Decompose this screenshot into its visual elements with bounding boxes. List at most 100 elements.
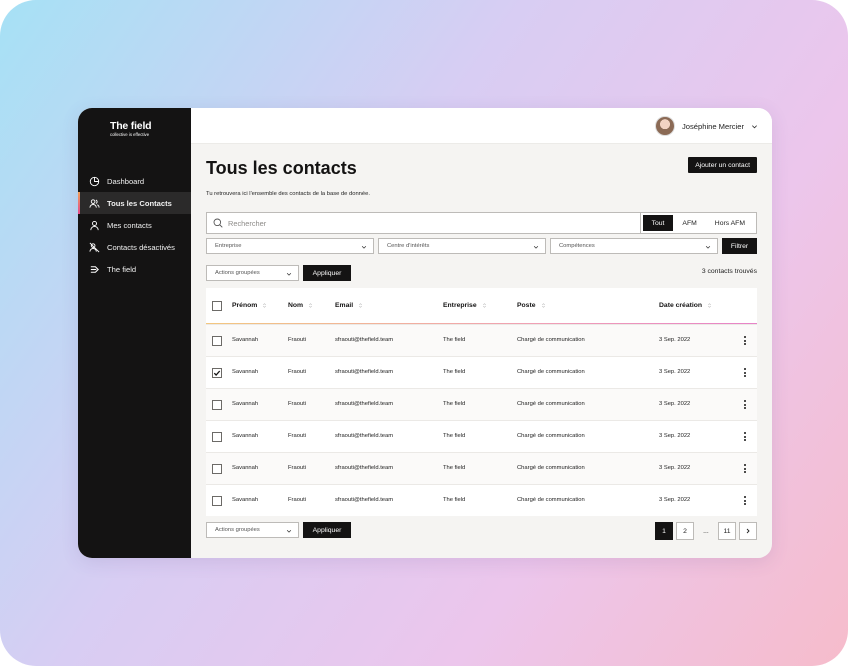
filter-button[interactable]: Filtrer [722,238,757,254]
cell-entreprise: The field [443,433,466,439]
row-checkbox[interactable] [212,464,222,474]
cell-entreprise: The field [443,337,466,343]
row-checkbox[interactable] [212,336,222,346]
add-contact-button[interactable]: Ajouter un contact [688,157,757,173]
apply-button-bottom[interactable]: Appliquer [303,522,351,538]
cell-poste: Chargé de communication [517,369,585,375]
cell-prenom: Savannah [232,369,259,375]
page-button-1[interactable]: 1 [655,522,673,540]
check-icon [213,370,221,376]
sort-icon [482,303,486,308]
bulk-actions-row: Actions groupées Appliquer 3 contacts tr… [206,265,757,281]
cell-poste: Chargé de communication [517,433,585,439]
entreprise-select[interactable]: Entreprise [206,238,374,254]
chevron-down-icon [361,245,367,249]
page-button-2[interactable]: 2 [676,522,694,540]
table-row[interactable]: Savannah Fraouti sfraouti@thefield.team The… [206,356,757,388]
column-header-prenom[interactable]: Prénom [232,302,267,309]
table-row[interactable]: Savannah Fraouti sfraouti@thefield.team The… [206,452,757,484]
cell-date-creation: 3 Sep. 2022 [659,337,691,343]
sidebar: The field collective is effective Dashbo… [78,108,191,558]
more-options-icon[interactable] [743,336,747,346]
cell-email: sfraouti@thefield.team [335,497,394,503]
select-label: Centre d'intérêts [387,243,430,249]
chevron-down-icon [286,272,292,276]
apply-button[interactable]: Appliquer [303,265,351,281]
sidebar-item-my-contacts[interactable]: Mes contacts [78,214,191,236]
select-label: Actions groupées [215,270,260,276]
thefield-logo-icon [88,263,100,275]
table-row[interactable]: Savannah Fraouti sfraouti@thefield.team The… [206,420,757,452]
cell-poste: Chargé de communication [517,465,585,471]
users-disabled-icon [88,241,100,253]
table-row[interactable]: Savannah Fraouti sfraouti@thefield.team The… [206,484,757,516]
cell-poste: Chargé de communication [517,337,585,343]
select-label: Actions groupées [215,527,260,533]
column-header-date-creation[interactable]: Date création [659,302,712,309]
more-options-icon[interactable] [743,400,747,410]
chevron-down-icon [533,245,539,249]
row-checkbox[interactable] [212,400,222,410]
more-options-icon[interactable] [743,464,747,474]
main-content: Tous les contacts Ajouter un contact Tu … [191,144,772,558]
table-row[interactable]: Savannah Fraouti sfraouti@thefield.team The… [206,388,757,420]
sort-icon [309,303,313,308]
select-label: Compétences [559,243,595,249]
cell-prenom: Savannah [232,401,259,407]
contacts-table: Prénom Nom Email Entreprise Poste [206,288,757,516]
sidebar-item-the-field[interactable]: The field [78,258,191,280]
chevron-down-icon [705,245,711,249]
page-button-11[interactable]: 11 [718,522,736,540]
sidebar-item-all-contacts[interactable]: Tous les Contacts [78,192,191,214]
page-title: Tous les contacts [206,158,357,178]
row-checkbox[interactable] [212,368,222,378]
cell-email: sfraouti@thefield.team [335,369,394,375]
table-row[interactable]: Savannah Fraouti sfraouti@thefield.team The… [206,324,757,356]
cell-nom: Fraouti [288,369,307,375]
sort-icon [541,303,545,308]
pie-chart-icon [88,175,100,187]
cell-date-creation: 3 Sep. 2022 [659,433,691,439]
bulk-actions-select[interactable]: Actions groupées [206,265,299,281]
cell-date-creation: 3 Sep. 2022 [659,497,691,503]
sidebar-item-label: Contacts désactivés [107,242,175,252]
search-input[interactable] [228,218,628,228]
more-options-icon[interactable] [743,432,747,442]
filters-row: Entreprise Centre d'intérêts Compétences… [206,238,757,254]
column-header-poste[interactable]: Poste [517,302,546,309]
user-name: Joséphine Mercier [681,121,744,131]
cell-email: sfraouti@thefield.team [335,337,394,343]
next-page-button[interactable] [739,522,757,540]
cell-nom: Fraouti [288,497,307,503]
row-checkbox[interactable] [212,496,222,506]
page-subtitle: Tu retrouvera ici l'ensemble des contact… [206,191,370,197]
centre-interets-select[interactable]: Centre d'intérêts [378,238,546,254]
segment-afm[interactable]: AFM [682,219,697,227]
segment-tout[interactable]: Tout [642,215,674,231]
more-options-icon[interactable] [743,368,747,378]
logo[interactable]: The field collective is effective [110,120,152,137]
row-checkbox[interactable] [212,432,222,442]
logo-title: The field [110,120,152,132]
column-header-nom[interactable]: Nom [288,302,313,309]
column-header-entreprise[interactable]: Entreprise [443,302,487,309]
chevron-down-icon [286,529,292,533]
sidebar-nav: Dashboard Tous les Contacts Mes contacts… [78,170,191,280]
column-header-email[interactable]: Email [335,302,363,309]
chevron-right-icon [746,528,750,534]
more-options-icon[interactable] [743,496,747,506]
competences-select[interactable]: Compétences [550,238,718,254]
cell-email: sfraouti@thefield.team [335,401,394,407]
cell-entreprise: The field [443,465,466,471]
bulk-actions-select-bottom[interactable]: Actions groupées [206,522,299,538]
cell-entreprise: The field [443,497,466,503]
cell-email: sfraouti@thefield.team [335,465,394,471]
select-all-checkbox[interactable] [212,301,222,311]
sidebar-item-dashboard[interactable]: Dashboard [78,170,191,192]
segment-hors-afm[interactable]: Hors AFM [714,219,745,227]
search-icon [213,218,223,228]
column-label: Prénom [232,302,258,309]
cell-entreprise: The field [443,401,466,407]
user-menu[interactable]: Joséphine Mercier [654,116,758,136]
sidebar-item-disabled-contacts[interactable]: Contacts désactivés [78,236,191,258]
